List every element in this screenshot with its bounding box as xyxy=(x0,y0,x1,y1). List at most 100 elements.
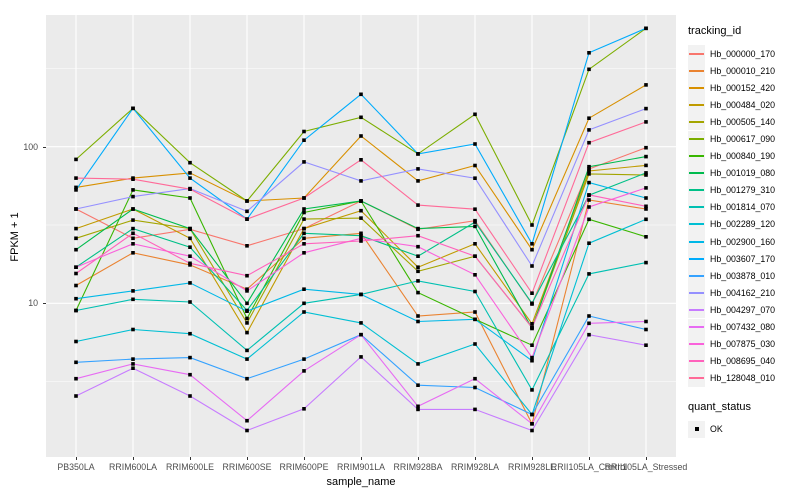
data-point-marker xyxy=(302,369,306,373)
data-point-marker xyxy=(245,418,249,423)
data-point-marker xyxy=(74,188,78,192)
x-axis-tick-mark xyxy=(247,457,248,460)
legend-key-swatch xyxy=(688,267,705,285)
data-point-marker xyxy=(188,226,192,231)
data-point-marker xyxy=(587,67,591,72)
legend-key-swatch xyxy=(688,420,705,438)
data-point-marker xyxy=(302,129,306,134)
data-point-marker xyxy=(416,167,420,171)
legend-item-label: Hb_000505_140 xyxy=(710,116,776,127)
data-point-marker xyxy=(416,279,420,283)
data-point-marker xyxy=(302,357,306,361)
data-point-marker xyxy=(416,319,420,324)
data-point-marker xyxy=(587,314,591,318)
legend-item-label: Hb_001814_070 xyxy=(710,202,776,213)
data-point-marker xyxy=(644,154,648,159)
data-point-marker xyxy=(644,83,648,87)
data-point-marker xyxy=(188,187,192,191)
legend-key-line xyxy=(689,103,704,106)
data-point-marker xyxy=(473,242,477,246)
legend-key-swatch xyxy=(688,130,705,148)
legend-item-label: Hb_000840_190 xyxy=(710,151,776,162)
y-axis-tick-mark xyxy=(43,146,46,148)
legend-key-swatch xyxy=(688,113,705,131)
data-point-marker xyxy=(587,272,591,276)
x-axis-tick-label: RRIM600SE xyxy=(222,462,272,472)
data-point-marker xyxy=(302,138,306,142)
data-point-marker xyxy=(473,163,477,168)
legend-key-swatch xyxy=(688,335,705,353)
x-axis-tick-label: RRIM600LA xyxy=(109,462,157,472)
data-point-marker xyxy=(131,194,135,199)
legend-key-line xyxy=(689,274,704,277)
legend-key-line xyxy=(689,223,704,226)
data-point-marker xyxy=(644,217,648,222)
data-point-marker xyxy=(644,204,648,209)
data-point-marker xyxy=(473,112,477,117)
data-point-marker xyxy=(131,207,135,211)
data-point-marker xyxy=(530,388,534,392)
legend-key-swatch xyxy=(688,147,705,165)
data-point-marker xyxy=(530,422,534,426)
legend-item: Hb_001814_070 xyxy=(688,198,800,216)
data-point-marker xyxy=(587,198,591,202)
data-point-marker xyxy=(74,360,78,365)
legend-item-label: Hb_007875_030 xyxy=(710,339,776,350)
data-point-marker xyxy=(245,376,249,381)
legend-item-label: Hb_000617_090 xyxy=(710,134,776,145)
legend-item-label: Hb_000000_170 xyxy=(710,48,776,59)
data-point-marker xyxy=(644,235,648,239)
data-point-marker xyxy=(530,343,534,347)
data-point-marker xyxy=(359,355,363,359)
data-point-marker xyxy=(416,226,420,231)
x-axis-title: sample_name xyxy=(326,476,396,488)
data-point-marker xyxy=(245,289,249,293)
legend-key-line xyxy=(689,189,704,192)
data-point-marker xyxy=(416,290,420,295)
legend-item: Hb_128048_010 xyxy=(688,369,800,387)
data-point-marker xyxy=(74,376,78,381)
data-point-marker xyxy=(188,300,192,304)
legend-key-swatch xyxy=(688,181,705,199)
chart-svg xyxy=(46,15,676,457)
legend-key-line xyxy=(689,52,704,55)
data-point-marker xyxy=(644,26,648,31)
data-point-marker xyxy=(188,331,192,336)
x-axis-tick-mark xyxy=(133,457,134,460)
data-point-marker xyxy=(131,226,135,231)
legend-key-swatch xyxy=(688,352,705,370)
data-point-marker xyxy=(188,171,192,175)
data-point-marker xyxy=(74,271,78,276)
legend-item-label: Hb_007432_080 xyxy=(710,322,776,333)
data-point-marker xyxy=(473,385,477,390)
y-axis-title: FPKM + 1 xyxy=(9,212,21,262)
data-point-marker xyxy=(302,310,306,314)
data-point-marker xyxy=(473,176,477,180)
legend-item-label: Hb_001019_080 xyxy=(710,168,776,179)
legend-key-swatch xyxy=(688,79,705,97)
data-point-marker xyxy=(131,327,135,332)
data-point-marker xyxy=(530,358,534,363)
data-point-marker xyxy=(644,207,648,211)
legend-item-label: Hb_000152_420 xyxy=(710,82,776,93)
data-point-marker xyxy=(644,319,648,324)
data-point-marker xyxy=(530,412,534,417)
data-point-marker xyxy=(587,164,591,169)
data-point-marker xyxy=(359,332,363,337)
legend-key-line xyxy=(689,206,704,209)
data-point-marker xyxy=(587,128,591,132)
data-point-marker xyxy=(530,428,534,433)
data-point-marker xyxy=(74,308,78,313)
data-point-marker xyxy=(245,357,249,361)
legend-item-label: Hb_002289_120 xyxy=(710,219,776,230)
y-axis-tick-label: 10 xyxy=(28,298,38,309)
legend-quant-section: quant_status OK xyxy=(688,401,800,438)
data-point-marker xyxy=(416,407,420,412)
data-point-marker xyxy=(131,289,135,293)
data-point-marker xyxy=(131,357,135,361)
x-axis-tick-label: RRIM928BA xyxy=(393,462,443,472)
data-point-marker xyxy=(473,142,477,146)
legend-quant-items: OK xyxy=(688,420,800,438)
legend-key-swatch xyxy=(688,45,705,63)
data-point-marker xyxy=(416,269,420,274)
